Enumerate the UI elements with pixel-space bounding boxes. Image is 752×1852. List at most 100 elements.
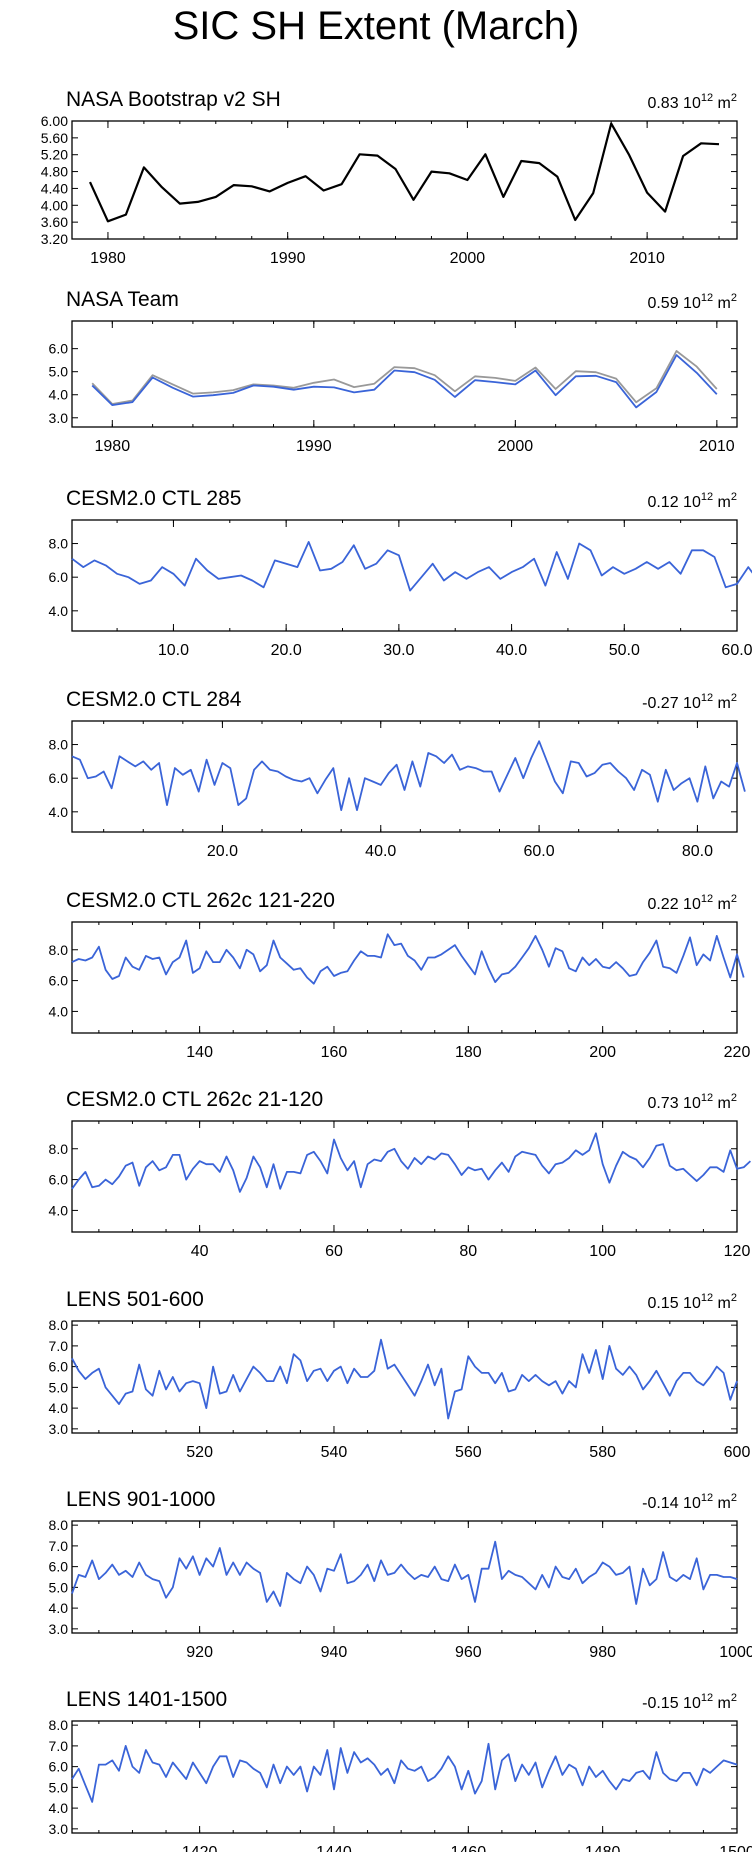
y-tick-label: 4.0: [49, 387, 69, 403]
chart-panel-2: NASA Team 0.59 1012 m2 3.0 4.0 5.0 6.0 1980 199…: [49, 288, 738, 455]
panel-title: LENS 501-600: [66, 1288, 204, 1311]
trend-exponent: 12: [701, 92, 713, 104]
y-tick-label: 5.0: [49, 364, 69, 380]
x-tick-label: 960: [455, 1644, 482, 1661]
x-tick-label: 2000: [450, 250, 486, 267]
chart-panel-3: CESM2.0 CTL 285 0.12 1012 m2 4.0 6.0 8.0 10.0…: [49, 487, 752, 659]
y-tick-label: 3.0: [49, 410, 69, 426]
series-line-2: [91, 354, 718, 409]
y-tick-label: 6.0: [49, 1172, 69, 1188]
x-tick-label: 60: [325, 1243, 343, 1260]
x-tick-label: 2000: [498, 438, 534, 455]
plot-frame: [71, 1720, 738, 1834]
y-tick-label: 3.0: [49, 1421, 69, 1437]
chart-panel-4: CESM2.0 CTL 284 -0.27 1012 m2 4.0 6.0 8.0 20.…: [49, 688, 746, 860]
trend-unit-exponent: 2: [731, 692, 737, 704]
y-tick-label: 3.0: [49, 1621, 69, 1637]
y-tick-label: 5.0: [49, 1379, 69, 1395]
plot-frame: [71, 1120, 738, 1233]
x-tick-label: 520: [186, 1444, 213, 1461]
x-tick-label: 1460: [451, 1844, 487, 1852]
trend-unit-exponent: 2: [731, 1692, 737, 1704]
x-tick-label: 2010: [629, 250, 665, 267]
series-line-1: [71, 1540, 738, 1607]
trend-label: -0.15 1012 m2: [642, 1692, 737, 1712]
trend-label: 0.83 1012 m2: [647, 92, 737, 112]
x-tick-label: 180: [455, 1044, 482, 1061]
x-tick-label: 120: [724, 1243, 751, 1260]
y-tick-label: 6.00: [41, 113, 68, 129]
y-tick-label: 8.0: [49, 737, 69, 753]
trend-value: 0.15 10: [647, 1295, 700, 1312]
x-tick-label: 60.0: [524, 843, 555, 860]
trend-value: 0.73 10: [647, 1095, 700, 1112]
x-tick-label: 100: [589, 1243, 616, 1260]
x-tick-label: 600: [724, 1444, 751, 1461]
trend-unit-exponent: 2: [731, 893, 737, 905]
series-line-1: [91, 350, 718, 405]
x-tick-label: 1440: [316, 1844, 352, 1852]
plot-frame: [71, 120, 738, 240]
y-tick-label: 3.60: [41, 214, 68, 230]
trend-label: 0.59 1012 m2: [647, 292, 737, 312]
series-line-1: [88, 122, 720, 223]
trend-unit-exponent: 2: [731, 1092, 737, 1104]
trend-value: 0.83 10: [647, 95, 700, 112]
trend-value: 0.12 10: [647, 494, 700, 511]
plot-frame: [71, 921, 738, 1034]
x-tick-label: 50.0: [609, 642, 640, 659]
plot-frame: [71, 519, 738, 632]
trend-exponent: 12: [701, 692, 713, 704]
y-tick-label: 3.0: [49, 1821, 69, 1837]
plot-frame: [71, 720, 738, 833]
trend-exponent: 12: [701, 1692, 713, 1704]
x-tick-label: 1480: [585, 1844, 621, 1852]
y-tick-label: 8.0: [49, 1717, 69, 1733]
trend-unit: m: [713, 1495, 731, 1512]
chart-panel-6: CESM2.0 CTL 262c 21-120 0.73 1012 m2 4.0 6.…: [49, 1088, 752, 1260]
trend-label: -0.14 1012 m2: [642, 1492, 737, 1512]
chart-panel-1: NASA Bootstrap v2 SH 0.83 1012 m2 3.203.60…: [41, 88, 738, 267]
trend-unit: m: [713, 494, 731, 511]
trend-exponent: 12: [701, 1492, 713, 1504]
y-tick-label: 7.0: [49, 1538, 69, 1554]
trend-unit: m: [713, 695, 731, 712]
y-tick-label: 5.0: [49, 1779, 69, 1795]
trend-unit: m: [713, 1695, 731, 1712]
y-tick-label: 4.0: [49, 1800, 69, 1816]
trend-value: 0.22 10: [647, 896, 700, 913]
trend-label: 0.12 1012 m2: [647, 491, 737, 511]
x-tick-label: 1500: [719, 1844, 752, 1852]
y-tick-label: 6.0: [49, 1359, 69, 1375]
x-tick-label: 40.0: [496, 642, 527, 659]
trend-unit: m: [713, 295, 731, 312]
y-tick-label: 3.20: [41, 231, 68, 247]
series-line-1: [71, 933, 745, 985]
plot-frame: [71, 320, 738, 428]
series-line-1: [71, 1338, 738, 1420]
x-tick-label: 1420: [182, 1844, 218, 1852]
panel-title: NASA Bootstrap v2 SH: [66, 88, 281, 111]
y-tick-label: 8.0: [49, 1517, 69, 1533]
x-tick-label: 540: [321, 1444, 348, 1461]
y-tick-label: 6.0: [49, 973, 69, 989]
x-tick-label: 980: [589, 1644, 616, 1661]
y-tick-label: 4.0: [49, 603, 69, 619]
trend-unit-exponent: 2: [731, 491, 737, 503]
y-tick-label: 6.0: [49, 770, 69, 786]
series-line-1: [71, 1742, 738, 1803]
main-title: SIC SH Extent (March): [172, 4, 580, 48]
trend-exponent: 12: [701, 1292, 713, 1304]
trend-exponent: 12: [701, 491, 713, 503]
trend-unit-exponent: 2: [731, 292, 737, 304]
chart-panel-5: CESM2.0 CTL 262c 121-220 0.22 1012 m2 4.0 6…: [49, 889, 751, 1061]
trend-exponent: 12: [701, 1092, 713, 1104]
x-tick-label: 40.0: [365, 843, 396, 860]
trend-label: 0.22 1012 m2: [647, 893, 737, 913]
chart-panel-9: LENS 1401-1500 -0.15 1012 m2 3.0 4.0 5.0 6.0 7…: [49, 1688, 752, 1852]
y-tick-label: 4.80: [41, 164, 68, 180]
trend-label: 0.73 1012 m2: [647, 1092, 737, 1112]
y-tick-label: 7.0: [49, 1338, 69, 1354]
x-tick-label: 220: [724, 1044, 751, 1061]
